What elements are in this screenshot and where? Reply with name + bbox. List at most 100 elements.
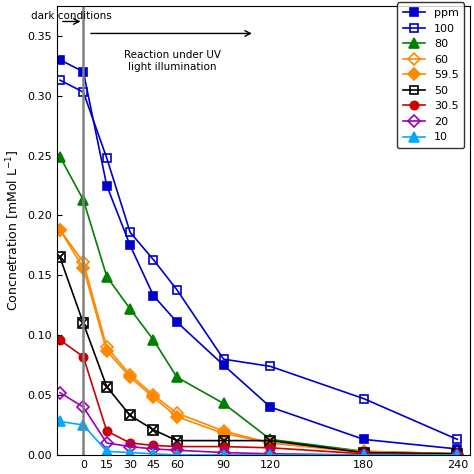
20 [128,444,133,449]
20 [455,452,460,458]
80 [81,197,86,203]
20 [81,404,86,410]
10 [221,452,227,458]
10 [128,450,133,456]
20 [267,451,273,456]
60 [174,410,180,416]
100 [104,155,109,161]
100 [267,364,273,369]
59.5 [174,414,180,419]
100 [455,437,460,442]
ppm [267,404,273,410]
100 [151,257,156,263]
20 [361,452,367,458]
ppm [151,293,156,299]
80 [174,374,180,380]
30.5 [221,444,227,449]
80 [455,451,460,456]
59.5 [455,451,460,456]
50 [221,438,227,444]
20 [174,447,180,453]
60 [361,448,367,454]
60 [81,259,86,265]
20 [151,446,156,452]
Line: 50: 50 [55,253,462,459]
Y-axis label: Concnetration [mMol L$^{-1}$]: Concnetration [mMol L$^{-1}$] [4,150,22,311]
50 [361,450,367,456]
30.5 [128,440,133,446]
Line: ppm: ppm [56,55,462,453]
50 [128,412,133,418]
100 [81,89,86,95]
80 [221,401,227,406]
ppm [81,69,86,74]
Line: 59.5: 59.5 [56,226,462,458]
59.5 [151,395,156,401]
59.5 [267,440,273,446]
50 [57,255,63,260]
Line: 10: 10 [55,417,462,460]
Text: dark conditions: dark conditions [31,11,112,21]
ppm [104,182,109,188]
80 [57,154,63,160]
20 [104,440,109,446]
60 [128,372,133,378]
Line: 20: 20 [56,389,462,459]
60 [267,440,273,446]
100 [57,77,63,83]
10 [455,452,460,458]
30.5 [151,443,156,448]
59.5 [81,265,86,271]
59.5 [57,227,63,233]
ppm [361,437,367,442]
10 [174,452,180,458]
50 [81,320,86,326]
30.5 [81,354,86,360]
50 [104,384,109,390]
59.5 [104,348,109,354]
30.5 [104,428,109,434]
20 [57,390,63,395]
30.5 [361,451,367,456]
10 [81,422,86,428]
50 [455,451,460,456]
30.5 [57,337,63,343]
60 [151,392,156,398]
ppm [174,319,180,325]
30.5 [174,444,180,449]
10 [361,452,367,458]
Line: 100: 100 [56,76,462,444]
80 [267,437,273,442]
30.5 [267,445,273,451]
10 [57,419,63,424]
60 [221,428,227,434]
80 [104,273,109,279]
10 [151,451,156,456]
20 [221,450,227,456]
Line: 80: 80 [55,152,462,459]
60 [455,451,460,456]
100 [361,396,367,401]
Legend: ppm, 100, 80, 60, 59.5, 50, 30.5, 20, 10: ppm, 100, 80, 60, 59.5, 50, 30.5, 20, 10 [397,2,464,148]
ppm [128,243,133,248]
Line: 60: 60 [56,226,462,458]
80 [361,448,367,454]
80 [128,306,133,312]
30.5 [455,452,460,458]
59.5 [221,430,227,436]
100 [221,356,227,362]
100 [174,287,180,292]
Line: 30.5: 30.5 [56,336,462,459]
10 [267,452,273,458]
60 [57,227,63,233]
50 [151,427,156,433]
100 [128,229,133,235]
60 [104,344,109,350]
Text: Reaction under UV
light illumination: Reaction under UV light illumination [124,50,221,72]
59.5 [361,450,367,456]
ppm [57,57,63,63]
ppm [221,362,227,368]
59.5 [128,374,133,380]
ppm [455,446,460,452]
50 [174,438,180,444]
